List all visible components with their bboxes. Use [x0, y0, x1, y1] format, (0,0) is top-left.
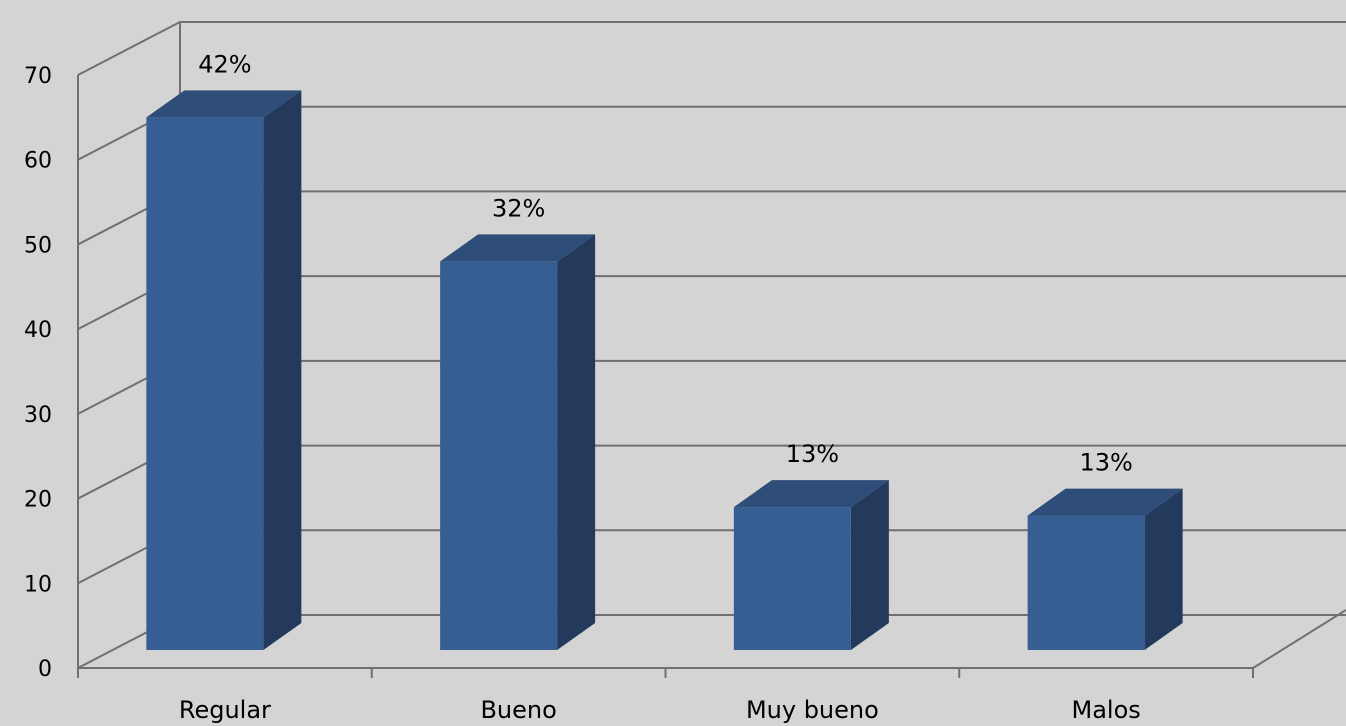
data-label: 13%: [1079, 449, 1132, 477]
bar-top: [146, 90, 302, 118]
y-tick-label: 0: [38, 657, 52, 682]
bar-side: [263, 90, 302, 650]
bar-side: [850, 480, 889, 650]
data-label: 42%: [198, 50, 251, 78]
y-tick-label: 60: [24, 149, 52, 174]
bar-front: [733, 507, 851, 650]
bar-top: [733, 480, 889, 508]
bar-top: [440, 234, 596, 262]
x-axis-categories: Regular Bueno Muy bueno Malos: [179, 696, 1141, 724]
bar-top: [1027, 488, 1183, 516]
x-category-label: Malos: [1071, 696, 1140, 724]
chart-bars: 42% 32% 13% 13%: [146, 50, 1183, 650]
y-axis-ticks: 0 10 20 30 40 50 60 70: [24, 64, 52, 682]
bar-side: [1144, 488, 1183, 650]
y-tick-label: 10: [24, 572, 52, 597]
data-label: 13%: [786, 440, 839, 468]
y-tick-label: 20: [24, 488, 52, 513]
y-tick-label: 30: [24, 403, 52, 428]
y-tick-label: 70: [24, 64, 52, 89]
bar-front: [1027, 515, 1145, 650]
y-tick-label: 40: [24, 318, 52, 343]
floor-edge: [1252, 609, 1346, 669]
x-category-label: Muy bueno: [746, 696, 879, 724]
bar-regular: [146, 90, 302, 650]
bar-muy-bueno: [733, 480, 889, 650]
bar-malos: [1027, 488, 1183, 650]
grid-line-side: [77, 21, 181, 76]
bar-side: [557, 234, 596, 650]
bar-front: [440, 261, 558, 650]
x-category-label: Bueno: [480, 696, 556, 724]
bar-front: [146, 117, 264, 650]
x-category-label: Regular: [179, 696, 271, 724]
data-label: 32%: [492, 194, 545, 222]
chart-grid: [77, 21, 1346, 678]
y-tick-label: 50: [24, 233, 52, 258]
bar-bueno: [440, 234, 596, 650]
